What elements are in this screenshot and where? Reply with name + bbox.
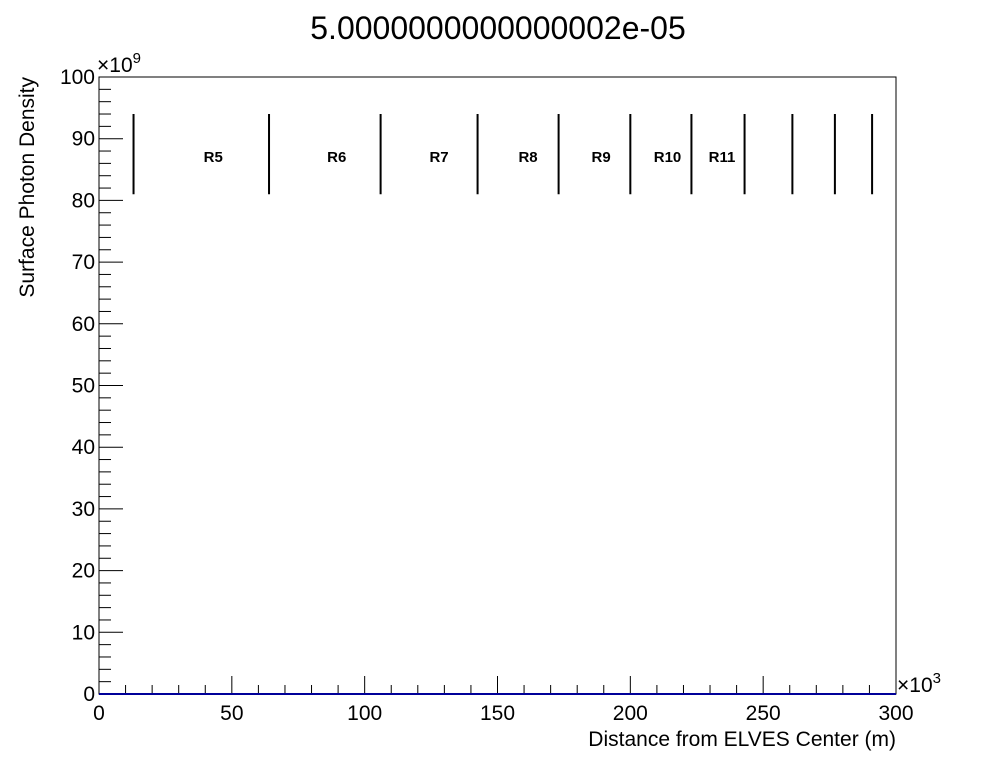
y-tick-label: 70 <box>72 251 95 274</box>
x-axis-label: Distance from ELVES Center (m) <box>588 728 896 751</box>
x-tick-label: 250 <box>746 702 781 725</box>
y-axis-exponent: ×109 <box>97 50 141 77</box>
x-axis-tick-labels: 0 50 100 150 200 250 300 <box>93 702 913 725</box>
region-label: R8 <box>518 149 537 166</box>
y-tick-label: 60 <box>72 313 95 336</box>
x-tick-label: 300 <box>878 702 913 725</box>
y-tick-label: 50 <box>72 375 95 398</box>
x-tick-label: 0 <box>93 702 105 725</box>
y-axis-tick-labels: 0 10 20 30 40 50 60 70 80 90 100 <box>60 66 95 706</box>
region-label: R9 <box>592 149 611 166</box>
y-tick-label: 80 <box>72 189 95 212</box>
region-label: R6 <box>327 149 346 166</box>
x-axis-ticks <box>98 676 897 694</box>
y-tick-label: 30 <box>72 498 95 521</box>
x-tick-label: 100 <box>347 702 382 725</box>
y-tick-label: 0 <box>83 683 95 706</box>
region-label: R11 <box>709 149 736 166</box>
x-axis-exponent: ×103 <box>897 670 941 697</box>
x-tick-label: 150 <box>480 702 515 725</box>
y-axis-ticks <box>99 76 123 695</box>
region-label: R5 <box>204 149 223 166</box>
y-axis-label: Surface Photon Density <box>16 77 39 298</box>
y-tick-label: 40 <box>72 436 95 459</box>
region-markers: R5 R6 R7 R8 R9 R10 R11 <box>132 114 874 195</box>
region-label: R10 <box>654 149 682 166</box>
y-tick-label: 20 <box>72 560 95 583</box>
y-tick-label: 10 <box>72 621 95 644</box>
chart-title: 5.0000000000000002e-05 <box>310 10 685 46</box>
x-tick-label: 200 <box>613 702 648 725</box>
y-tick-label: 100 <box>60 66 95 89</box>
y-tick-label: 90 <box>72 128 95 151</box>
region-label: R7 <box>429 149 448 166</box>
x-tick-label: 50 <box>220 702 243 725</box>
